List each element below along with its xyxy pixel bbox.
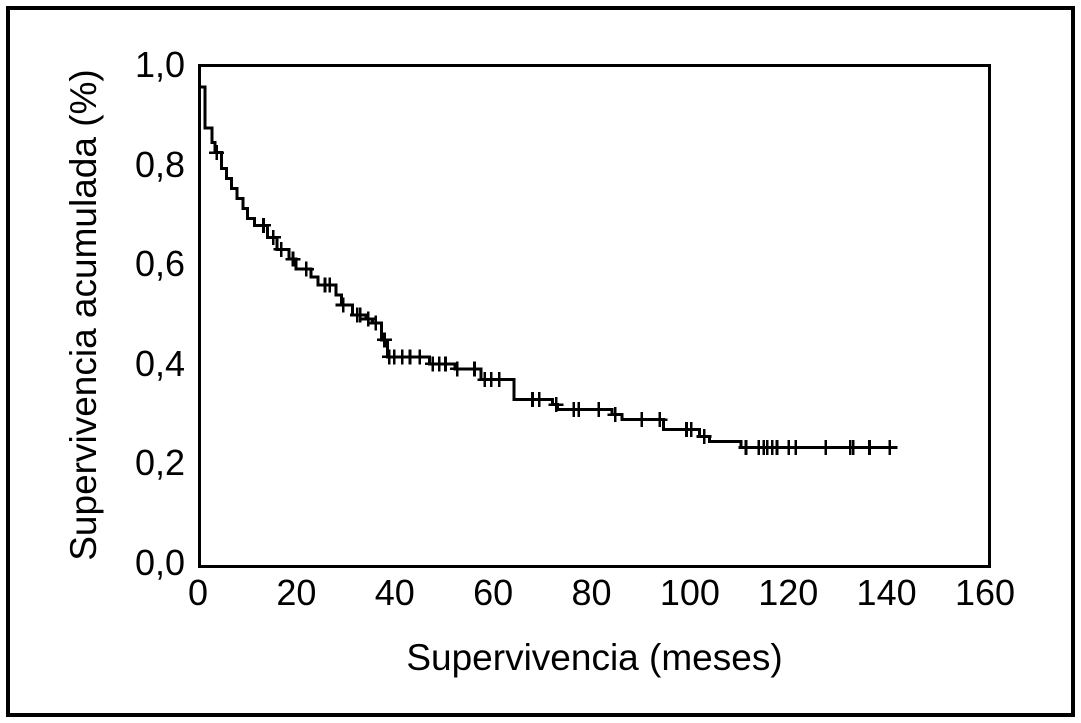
plot-area xyxy=(198,64,991,568)
x-tick-label-120: 120 xyxy=(758,572,819,613)
y-tick-label-0,6: 0,6 xyxy=(134,243,185,285)
y-tick-label-0,0: 0,0 xyxy=(134,542,185,583)
x-tick-label-40: 40 xyxy=(374,572,415,613)
x-tick-label-80: 80 xyxy=(571,572,612,613)
survival-curve-svg xyxy=(201,85,898,455)
x-tick-label-160: 160 xyxy=(954,572,1016,613)
y-tick-label-0,2: 0,2 xyxy=(134,442,185,484)
x-axis-title: Supervivencia (meses) xyxy=(406,637,783,678)
x-tick-label-100: 100 xyxy=(659,572,720,613)
x-tick-label-140: 140 xyxy=(856,572,917,613)
x-tick-label-0: 0 xyxy=(187,572,209,613)
y-tick-label-0,4: 0,4 xyxy=(134,342,185,384)
x-tick-label-60: 60 xyxy=(473,572,514,613)
y-tick-label-0,8: 0,8 xyxy=(134,143,185,185)
figure-frame xyxy=(6,6,1075,717)
x-tick-label-20: 20 xyxy=(276,572,317,613)
survival-curve xyxy=(201,85,898,449)
y-tick-label-1,0: 1,0 xyxy=(134,44,185,85)
censor-marks xyxy=(209,145,898,455)
